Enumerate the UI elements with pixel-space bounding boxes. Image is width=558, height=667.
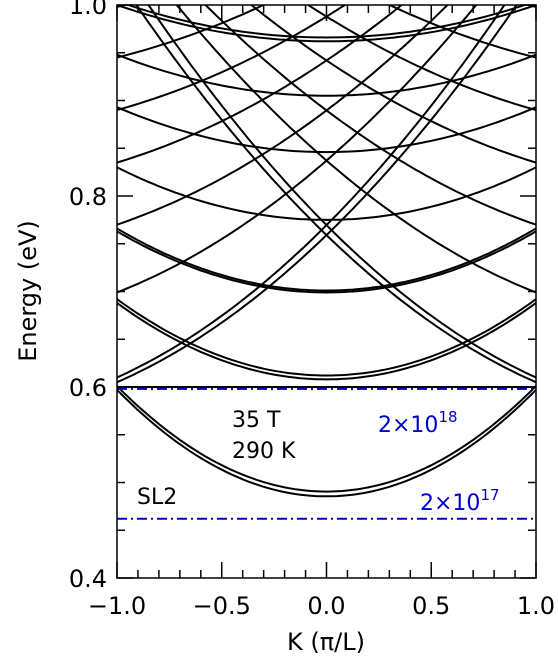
reference-lines (117, 387, 536, 520)
y-tick-label: 1.0 (69, 0, 107, 20)
axis-ticks (116, 4, 537, 579)
band-curve-9 (117, 5, 536, 43)
density-label-high-exp: 18 (438, 408, 457, 426)
band-curve-4 (117, 230, 536, 294)
y-tick-label: 0.4 (69, 565, 107, 593)
annotation-field: 35 T (232, 408, 281, 433)
x-tick-label: 0.5 (412, 592, 450, 620)
crossing-curve-12-0 (117, 5, 506, 379)
annotation-sample: SL2 (137, 485, 177, 510)
x-tick-label: −0.5 (193, 592, 251, 620)
band-curves (117, 5, 536, 498)
x-tick-label: −1.0 (88, 592, 146, 620)
crossing-curve-17-0 (117, 5, 266, 59)
band-curve-8 (117, 53, 536, 97)
x-tick-label: 0.0 (307, 592, 345, 620)
crossing-curve-14-0 (117, 5, 449, 226)
band-curve-3 (117, 298, 536, 377)
crossing-curve-13-1 (175, 5, 536, 294)
density-label-high: 2×1018 (378, 408, 458, 438)
band-curve-6 (117, 166, 536, 221)
crossing-curve-17-1 (387, 5, 536, 59)
band-curve-7 (117, 106, 536, 154)
density-label-low-exp: 17 (480, 486, 499, 504)
y-axis-label: Energy (eV) (14, 220, 42, 362)
crossing-curve-12-1 (147, 5, 536, 379)
y-tick-label: 0.8 (69, 183, 107, 211)
tick-labels: −1.0 −0.5 0.0 0.5 1.0 0.4 0.6 0.8 1.0 (69, 0, 555, 620)
band-curve-10 (125, 5, 528, 39)
crossing-curve-15-1 (249, 5, 536, 164)
band-curve-5 (117, 227, 536, 292)
y-tick-label: 0.6 (69, 374, 107, 402)
band-curve-0 (117, 389, 536, 498)
density-label-low: 2×1017 (420, 486, 500, 516)
band-curve-2 (117, 302, 536, 381)
crossing-curve-14-1 (204, 5, 536, 226)
band-curve-1 (117, 385, 536, 493)
crossing-curve-11-0 (117, 5, 518, 384)
crossing-curve-13-0 (117, 5, 478, 294)
density-label-low-base: 2×10 (420, 491, 480, 516)
annotation-temperature: 290 K (232, 439, 296, 464)
crossing-curve-11-1 (135, 5, 536, 384)
density-label-high-base: 2×10 (378, 413, 438, 438)
x-axis-label: K (π/L) (287, 628, 365, 656)
x-tick-label: 1.0 (517, 592, 555, 620)
